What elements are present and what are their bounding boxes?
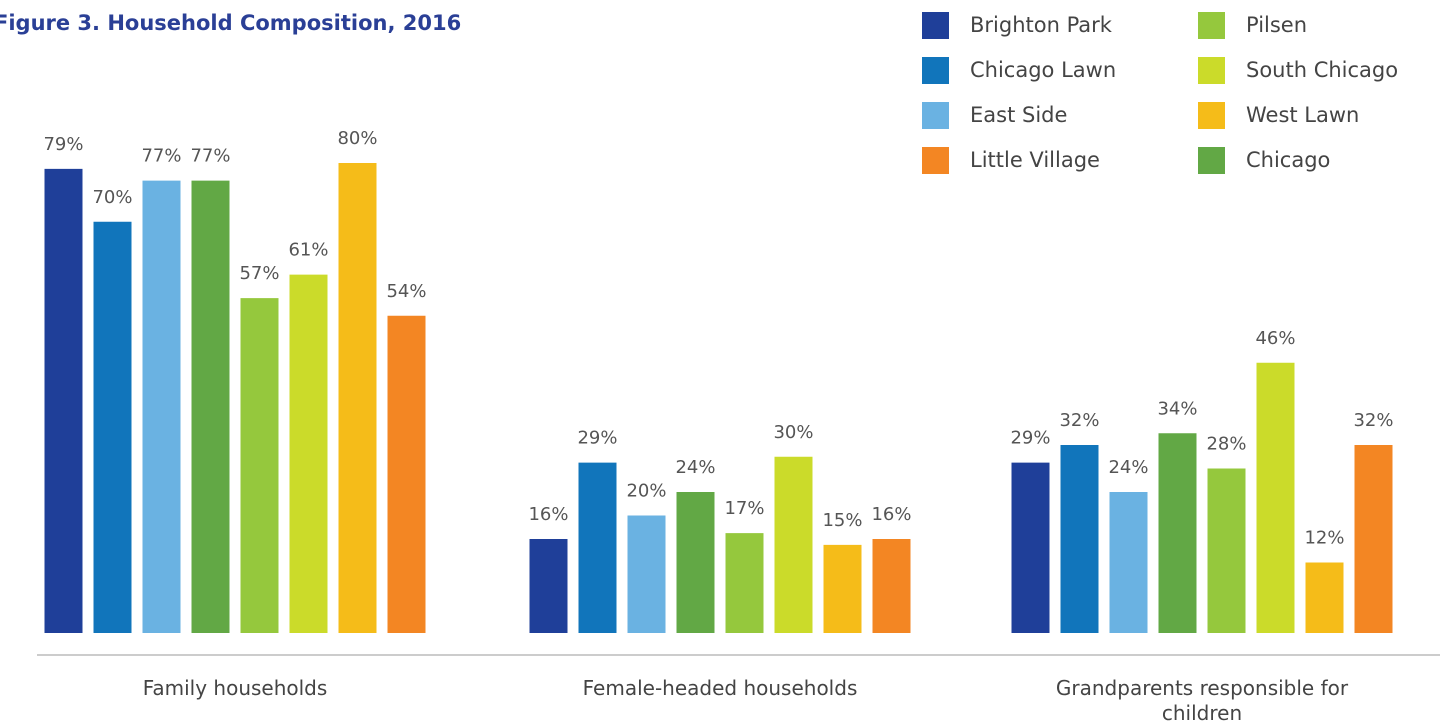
- value-label: 12%: [1304, 528, 1344, 549]
- value-label: 16%: [528, 504, 568, 525]
- value-label: 77%: [141, 146, 181, 167]
- bar: [44, 168, 83, 633]
- bar: [240, 298, 279, 633]
- legend-label: East Side: [970, 103, 1067, 127]
- x-tick-label: Female-headed households: [582, 676, 858, 700]
- value-label: 32%: [1353, 410, 1393, 431]
- bar: [1011, 462, 1050, 633]
- value-label: 57%: [239, 263, 279, 284]
- bar: [1354, 445, 1393, 633]
- legend-swatch: [1198, 102, 1225, 129]
- value-label: 30%: [773, 422, 813, 443]
- legend-label: Chicago: [1246, 148, 1330, 172]
- legend-label: Chicago Lawn: [970, 58, 1116, 82]
- value-label: 77%: [190, 146, 230, 167]
- x-tick-label: Family households: [142, 676, 328, 700]
- legend-swatch: [1198, 147, 1225, 174]
- bar: [1256, 362, 1295, 633]
- value-label: 15%: [822, 510, 862, 531]
- bar: [1305, 562, 1344, 633]
- legend-swatch: [922, 12, 949, 39]
- value-label: 34%: [1157, 398, 1197, 419]
- chart-title: Figure 3. Household Composition, 2016: [0, 11, 461, 35]
- legend-label: South Chicago: [1246, 58, 1398, 82]
- legend-swatch: [1198, 12, 1225, 39]
- bar: [191, 180, 230, 633]
- bar: [1158, 433, 1197, 633]
- bar: [872, 539, 911, 633]
- bar: [627, 515, 666, 633]
- value-label: 24%: [1108, 457, 1148, 478]
- value-label: 29%: [577, 428, 617, 449]
- bar: [289, 274, 328, 633]
- legend-label: Little Village: [970, 148, 1100, 172]
- x-tick-label: Grandparents responsible for children: [1055, 676, 1349, 725]
- legend-swatch: [922, 147, 949, 174]
- value-label: 16%: [871, 504, 911, 525]
- value-label: 32%: [1059, 410, 1099, 431]
- bar: [725, 533, 764, 633]
- bar: [142, 180, 181, 633]
- bar: [93, 221, 132, 633]
- value-label: 20%: [626, 481, 666, 502]
- value-label: 80%: [337, 128, 377, 149]
- value-label: 24%: [675, 457, 715, 478]
- bar: [823, 544, 862, 633]
- value-label: 79%: [43, 134, 83, 155]
- legend-swatch: [922, 57, 949, 84]
- bar: [338, 163, 377, 633]
- bar: [387, 315, 426, 633]
- value-label: 46%: [1255, 328, 1295, 349]
- bar: [676, 492, 715, 633]
- value-label: 17%: [724, 498, 764, 519]
- bar: [529, 539, 568, 633]
- bar: [1060, 445, 1099, 633]
- bar: [1207, 468, 1246, 633]
- value-label: 61%: [288, 240, 328, 261]
- legend-label: West Lawn: [1246, 103, 1359, 127]
- value-label: 70%: [92, 187, 132, 208]
- value-label: 28%: [1206, 434, 1246, 455]
- bar: [1109, 492, 1148, 633]
- value-label: 29%: [1010, 428, 1050, 449]
- bar: [578, 462, 617, 633]
- bar: [774, 456, 813, 633]
- legend-label: Pilsen: [1246, 13, 1307, 37]
- legend-label: Brighton Park: [970, 13, 1113, 37]
- legend-swatch: [922, 102, 949, 129]
- legend-swatch: [1198, 57, 1225, 84]
- value-label: 54%: [386, 281, 426, 302]
